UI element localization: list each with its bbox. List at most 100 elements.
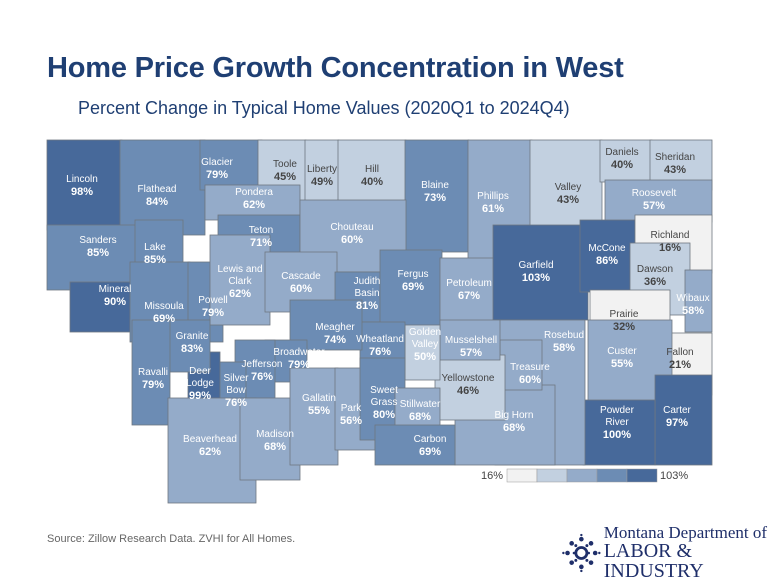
county-wibaux[interactable] [684,269,713,333]
county-name-granite: Granite [176,331,209,342]
county-name-golden-valley: Valley [412,339,439,350]
county-carter[interactable] [654,374,713,466]
county-value-broadwater: 79% [288,359,310,371]
county-value-gallatin: 55% [308,405,330,417]
county-value-meagher: 74% [324,334,346,346]
county-value-wibaux: 58% [682,305,704,317]
county-lincoln[interactable] [46,139,123,231]
county-value-sheridan: 43% [664,164,686,176]
county-treasure[interactable] [499,339,543,391]
county-name-carbon: Carbon [414,434,447,445]
county-name-roosevelt: Roosevelt [632,188,677,199]
county-name-carter: Carter [663,405,691,416]
county-value-cascade: 60% [290,283,312,295]
county-mccone[interactable] [579,219,636,293]
county-value-pondera: 62% [243,199,265,211]
county-name-judith-basin: Basin [354,288,379,299]
county-name-wibaux: Wibaux [676,293,709,304]
county-name-liberty: Liberty [307,164,337,175]
county-sanders[interactable] [46,224,138,291]
county-value-chouteau: 60% [341,234,363,246]
county-value-lewis-and-clark: 62% [229,288,251,300]
county-name-judith-basin: Judith [354,276,381,287]
county-name-sweet-grass: Grass [371,397,398,408]
county-value-silver-bow: 76% [225,397,247,409]
county-value-fergus: 69% [402,281,424,293]
county-value-fallon: 21% [669,359,691,371]
legend-min-label: 16% [481,470,503,482]
legend-swatch [626,468,658,483]
county-carbon[interactable] [374,424,456,466]
page-title: Home Price Growth Concentration in West [47,52,624,84]
county-fergus[interactable] [379,249,443,333]
county-value-roosevelt: 57% [643,200,665,212]
color-legend: 16% 103% [481,468,688,483]
county-value-treasure: 60% [519,374,541,386]
county-name-mineral: Mineral [99,284,132,295]
county-name-musselshell: Musselshell [445,335,497,346]
county-value-hill: 40% [361,176,383,188]
county-name-deer-lodge: Deer [189,366,211,377]
county-daniels[interactable] [599,139,653,183]
county-gallatin[interactable] [289,367,339,466]
county-name-powell: Powell [198,295,227,306]
county-name-beaverhead: Beaverhead [183,434,237,445]
county-value-petroleum: 67% [458,290,480,302]
county-granite[interactable] [164,319,211,373]
county-name-fallon: Fallon [666,347,693,358]
county-name-silver-bow: Bow [226,385,246,396]
legend-swatch [536,468,568,483]
county-golden-valley[interactable] [404,324,441,381]
county-name-deer-lodge: Lodge [186,378,214,389]
county-value-dawson: 36% [644,276,666,288]
county-name-toole: Toole [273,159,297,170]
county-value-powder-river: 100% [603,429,631,441]
county-value-lake: 85% [144,254,166,266]
county-powder-river[interactable] [582,399,656,466]
county-name-phillips: Phillips [477,191,509,202]
legend-swatch [596,468,628,483]
county-garfield[interactable] [492,224,589,321]
county-name-silver-bow: Silver [223,373,249,384]
county-musselshell[interactable] [439,319,501,361]
county-name-garfield: Garfield [518,260,553,271]
county-name-blaine: Blaine [421,180,449,191]
county-name-cascade: Cascade [281,271,321,282]
county-value-phillips: 61% [482,203,504,215]
county-name-lewis-and-clark: Clark [228,276,252,287]
county-blaine[interactable] [404,139,470,253]
county-value-sweet-grass: 80% [373,409,395,421]
county-name-ravalli: Ravalli [138,367,168,378]
county-value-judith-basin: 81% [356,300,378,312]
county-name-stillwater: Stillwater [400,399,441,410]
county-name-rosebud: Rosebud [544,330,584,341]
county-name-teton: Teton [249,225,273,236]
county-name-meagher: Meagher [315,322,355,333]
county-name-custer: Custer [607,346,637,357]
county-name-dawson: Dawson [637,264,673,275]
county-value-carbon: 69% [419,446,441,458]
county-name-broadwater: Broadwater [273,347,325,358]
county-name-madison: Madison [256,429,294,440]
county-name-lake: Lake [144,242,166,253]
county-name-golden-valley: Golden [409,327,441,338]
county-value-teton: 71% [250,237,272,249]
dli-emblem-icon [562,533,601,572]
counties-layer [46,139,713,504]
county-value-jefferson: 76% [251,371,273,383]
county-yellowstone[interactable] [434,354,506,421]
county-mineral[interactable] [69,281,133,333]
county-ravalli[interactable] [131,319,171,426]
county-petroleum[interactable] [439,257,496,327]
county-value-big-horn: 68% [503,422,525,434]
county-name-sheridan: Sheridan [655,152,695,163]
county-name-park: Park [341,403,363,414]
county-name-powder-river: Powder [600,405,635,416]
county-name-richland: Richland [651,230,690,241]
logo-line-1: Montana Department of [603,523,768,542]
county-value-yellowstone: 46% [457,385,479,397]
county-value-deer-lodge: 99% [189,390,211,402]
county-value-sanders: 85% [87,247,109,259]
